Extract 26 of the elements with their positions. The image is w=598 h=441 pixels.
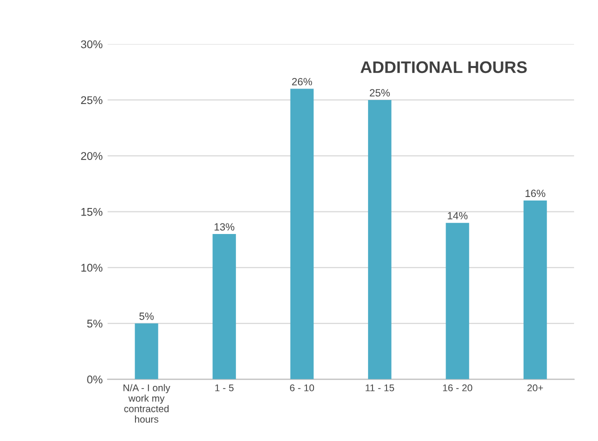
x-tick-label: N/A - I only work my contracted hours: [124, 384, 170, 423]
y-tick-label: 30%: [80, 40, 102, 48]
bar: [290, 88, 314, 380]
y-tick-label: 25%: [81, 96, 102, 104]
y-tick-label: 0%: [87, 376, 102, 384]
x-tick-label: 1 - 5: [215, 384, 234, 392]
bar: [446, 222, 470, 380]
y-tick-label: 15%: [81, 208, 102, 216]
x-tick-label: 6 - 10: [290, 384, 314, 392]
y-tick-label: 20%: [81, 152, 102, 160]
y-tick-label: 10%: [81, 264, 102, 272]
data-label: 26%: [292, 78, 312, 86]
data-label: 14%: [448, 212, 468, 220]
y-tick-label: 5%: [87, 320, 102, 328]
x-tick-label: 16 - 20: [443, 384, 472, 392]
data-label: 25%: [370, 89, 390, 97]
bar: [524, 200, 547, 380]
data-label: 16%: [526, 190, 546, 198]
x-tick-label: 20+: [527, 384, 543, 392]
data-label: 13%: [214, 223, 234, 231]
x-tick-label: 11 - 15: [366, 384, 394, 392]
bar: [212, 234, 236, 380]
text: ADDITIONAL HOURS: [360, 61, 527, 74]
bar: [134, 323, 158, 380]
bar: [368, 100, 392, 380]
data-label: 5%: [139, 312, 154, 320]
